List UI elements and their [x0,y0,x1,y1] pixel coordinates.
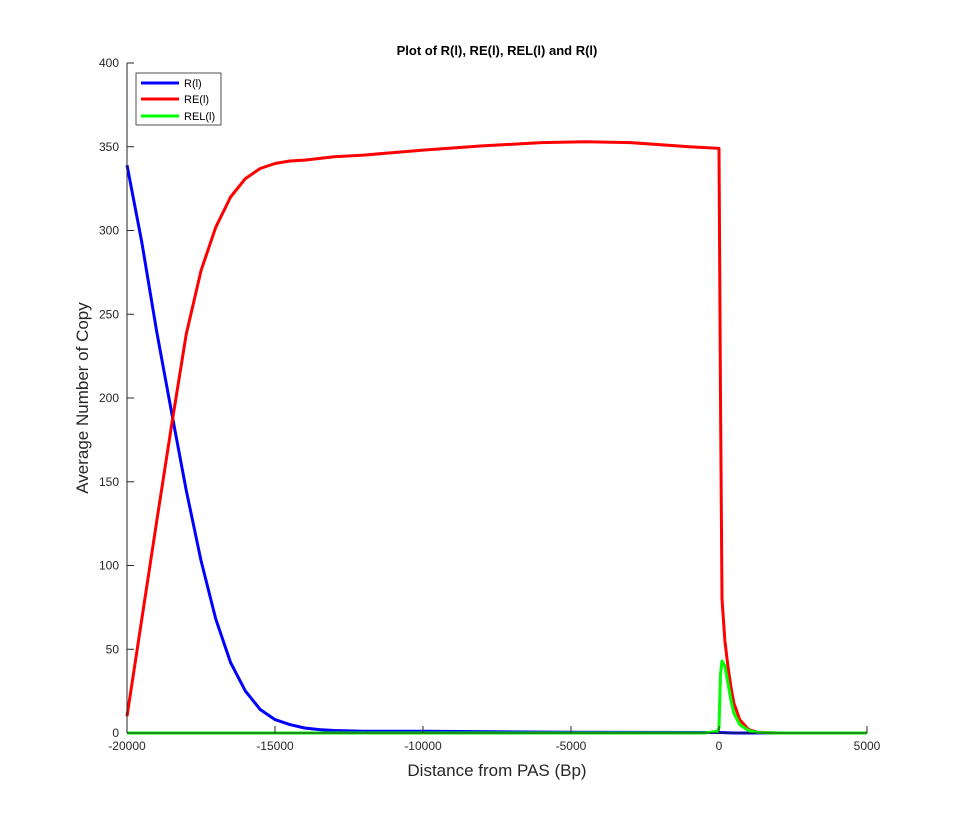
y-tick-label: 0 [112,726,119,740]
legend-label-re: RE(l) [184,94,209,106]
x-axis-title: Distance from PAS (Bp) [407,761,586,780]
plot-area [127,63,867,733]
y-ticks: 0 50 100 150 200 250 300 350 400 [99,56,134,740]
legend: R(l) RE(l) REL(l) [135,72,222,126]
y-tick-label: 100 [99,559,119,573]
x-tick-label: -15000 [256,739,294,753]
chart-title: Plot of R(l), RE(l), REL(l) and R(l) [397,43,598,58]
x-ticks: -20000 -15000 -10000 -5000 0 5000 [108,726,881,753]
y-tick-label: 400 [99,56,119,70]
x-tick-label: -10000 [404,739,442,753]
series-line-re [125,140,867,735]
series-layer [125,140,867,735]
x-tick-label: -5000 [556,739,587,753]
legend-label-rel: REL(l) [184,111,215,123]
y-tick-label: 350 [99,140,119,154]
y-axis-title: Average Number of Copy [73,302,92,494]
y-tick-label: 50 [106,642,120,656]
y-tick-label: 200 [99,391,119,405]
y-tick-label: 250 [99,307,119,321]
x-tick-label: 0 [716,739,723,753]
legend-label-r: R(l) [184,78,202,90]
x-tick-label: 5000 [854,739,881,753]
y-tick-label: 300 [99,224,119,238]
x-tick-label: -20000 [108,739,146,753]
y-tick-label: 150 [99,475,119,489]
series-line-rel [127,659,867,735]
